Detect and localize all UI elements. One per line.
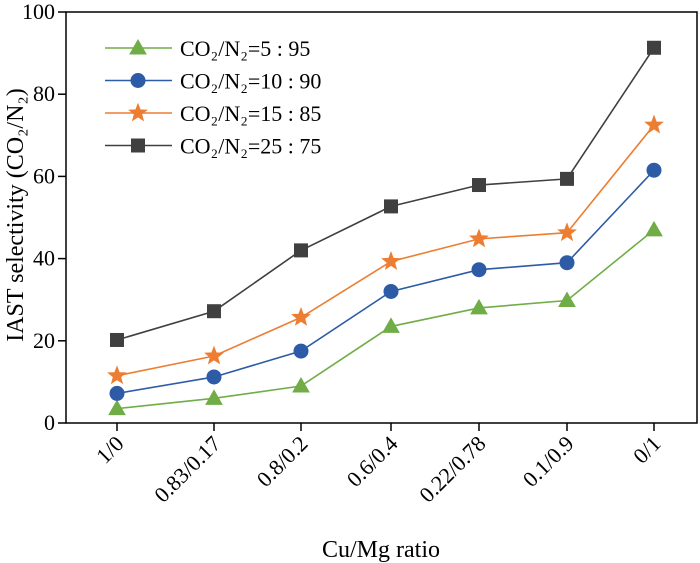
data-point [644,114,664,134]
data-point [559,255,575,271]
legend: CO₂/N₂=5 : 95 CO₂/N₂=10 : 90 CO₂/N₂=15 : 8… [105,36,321,159]
x-tick-label: 1/0 [91,431,129,469]
data-point [384,199,398,214]
data-point [292,377,310,393]
y-tick-label: 60 [33,163,55,188]
x-tick-label: 0.8/0.2 [252,431,313,492]
data-point [645,220,663,237]
x-axis-ticks: 1/0 0.83/0.17 0.8/0.2 0.6/0.4 0.22/0.78 0.1/0… [91,423,666,507]
series-2 [109,162,662,401]
data-point [472,178,486,193]
data-point [108,399,126,416]
y-tick-label: 80 [33,81,55,106]
y-tick-label: 40 [33,246,55,271]
legend-marker [128,102,148,122]
legend-item: CO₂/N₂=25 : 75 [105,134,321,159]
x-tick-label: 0.83/0.17 [149,431,225,507]
data-point [206,369,222,385]
x-axis-title: Cu/Mg ratio [322,537,440,563]
x-tick-label: 0.6/0.4 [342,431,403,492]
data-point [110,332,124,347]
legend-marker [130,73,146,88]
y-axis-title: IAST selectivity (CO₂/N₂) [3,88,29,342]
series-layer [107,40,664,416]
legend-item: CO₂/N₂=5 : 95 [105,36,310,61]
data-point [205,389,223,405]
data-point [382,317,400,333]
legend-label: CO₂/N₂=5 : 95 [180,36,310,61]
data-point [109,385,125,401]
data-point [291,306,311,326]
legend-label: CO₂/N₂=15 : 85 [180,101,321,126]
legend-label: CO₂/N₂=25 : 75 [180,134,321,159]
data-point [557,222,577,242]
data-point [207,304,221,319]
y-tick-label: 0 [44,410,55,435]
data-point [560,171,574,186]
data-point [107,365,127,385]
series-line [116,124,655,377]
plot-frame [65,11,698,424]
data-point [469,228,489,248]
data-point [558,291,576,308]
data-point [293,343,309,359]
legend-item: CO₂/N₂=15 : 85 [105,101,321,126]
x-tick-label: 0.1/0.9 [518,431,579,492]
data-point [647,40,661,55]
y-axis-ticks: 0 20 40 60 80 100 [22,0,66,435]
x-tick-label: 0/1 [628,431,666,469]
data-point [204,345,224,365]
data-point [471,262,487,278]
series-4 [110,40,661,347]
legend-label: CO₂/N₂=10 : 90 [180,69,321,94]
series-3 [107,114,664,385]
data-point [470,298,488,315]
legend-marker [131,138,145,153]
legend-item: CO₂/N₂=10 : 90 [105,69,321,94]
data-point [646,162,662,178]
y-tick-label: 20 [33,328,55,353]
x-tick-label: 0.22/0.78 [414,431,490,507]
data-point [294,243,308,258]
legend-marker [129,38,147,55]
data-point [381,251,401,270]
data-point [383,283,399,299]
y-tick-label: 100 [22,0,55,24]
series-1 [108,220,663,416]
